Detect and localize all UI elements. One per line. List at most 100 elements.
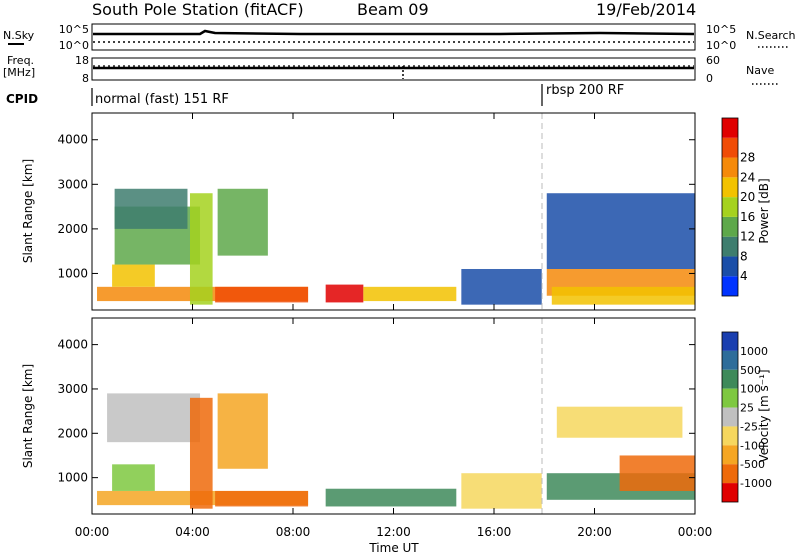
nsearch-tick-top: 10^5 — [706, 23, 736, 36]
colorbar-swatch — [722, 256, 738, 277]
echo-region — [461, 268, 542, 305]
colorbar-swatch — [722, 332, 738, 351]
echo-region — [217, 393, 268, 469]
nsky-tick-bottom: 10^0 — [59, 39, 89, 52]
echo-region — [189, 193, 213, 305]
y-tick-label: 1000 — [57, 471, 88, 485]
colorbar-tick-label: 24 — [740, 170, 755, 184]
freq-tick-top: 18 — [75, 54, 89, 67]
colorbar-swatch — [722, 407, 738, 427]
colorbar-tick-label: -100 — [740, 439, 765, 452]
colorbar-swatch — [722, 369, 738, 389]
colorbar-swatch — [722, 350, 738, 370]
nsky-label: N.Sky — [3, 29, 35, 42]
y-tick-label: 2000 — [57, 222, 88, 236]
colorbar-tick-label: -500 — [740, 458, 765, 471]
freq-label: Freq. — [7, 54, 34, 67]
velocity-y-ticks: 1000 2000 3000 4000 — [57, 338, 695, 485]
colorbar-tick-label: 25 — [740, 402, 754, 415]
beam-title: Beam 09 — [357, 0, 429, 19]
power-panel: 1000 2000 3000 4000 Slant Range [km] 4 8 12 16… — [21, 112, 771, 311]
nsky-tick-top: 10^5 — [59, 23, 89, 36]
power-colorbar-label: Power [dB] — [757, 178, 771, 243]
echo-region — [217, 188, 268, 256]
colorbar-swatch — [722, 236, 738, 257]
colorbar-tick-label: -1000 — [740, 477, 772, 490]
time-tick-label: 12:00 — [376, 525, 411, 539]
nsearch-label: N.Search — [746, 29, 796, 42]
echo-region — [114, 188, 188, 229]
colorbar-swatch — [722, 426, 738, 446]
time-tick-label: 00:00 — [75, 525, 110, 539]
colorbar-swatch — [722, 216, 738, 237]
colorbar-tick-label: 20 — [740, 190, 755, 204]
colorbar-swatch — [722, 276, 738, 296]
echo-region — [215, 490, 309, 507]
time-axis-labels: 00:00 04:00 08:00 12:00 16:00 20:00 00:00 — [75, 525, 713, 539]
nsky-panel — [91, 23, 696, 51]
echo-region — [189, 397, 213, 509]
colorbar-tick-label: 500 — [740, 364, 761, 377]
nave-label: Nave — [746, 64, 774, 77]
colorbar-tick-label: 16 — [740, 210, 755, 224]
power-y-axis-label: Slant Range [km] — [21, 159, 35, 263]
nsearch-tick-bottom: 10^0 — [706, 39, 736, 52]
echo-region — [619, 455, 695, 491]
colorbar-swatch — [722, 157, 738, 178]
cpid-segment-2: rbsp 200 RF — [546, 83, 624, 98]
echo-region — [556, 406, 683, 438]
echo-region — [107, 393, 201, 443]
colorbar-frame — [721, 117, 739, 297]
colorbar-tick-label: 28 — [740, 151, 755, 165]
nave-tick-bottom: 0 — [706, 72, 713, 85]
velocity-y-axis-label: Slant Range [km] — [21, 364, 35, 468]
power-y-ticks: 1000 2000 3000 4000 — [57, 133, 695, 280]
cpid-label: CPID — [6, 92, 38, 106]
echo-region — [363, 286, 457, 302]
colorbar-frame — [721, 331, 739, 503]
velocity-panel: 1000 2000 3000 4000 Slant Range [km] 1000 50… — [21, 317, 772, 515]
cpid-segment-1: normal (fast) 151 RF — [95, 92, 229, 107]
velocity-data-regions — [97, 393, 695, 509]
echo-region — [325, 488, 457, 507]
colorbar-tick-label: -25 — [740, 420, 758, 433]
time-tick-label: 04:00 — [175, 525, 210, 539]
nsky-trace — [93, 29, 695, 36]
colorbar-tick-label: 8 — [740, 249, 748, 263]
velocity-x-ticks — [91, 318, 696, 514]
echo-region — [112, 464, 155, 491]
colorbar-tick-label: 4 — [740, 269, 748, 283]
time-axis-title: Time UT — [368, 541, 419, 554]
echo-region — [461, 473, 542, 509]
echo-region — [546, 193, 695, 269]
y-tick-label: 4000 — [57, 338, 88, 352]
colorbar-swatch — [722, 483, 738, 502]
time-tick-label: 20:00 — [577, 525, 612, 539]
velocity-colorbar: 1000 500 100 25 -25 -100 -500 -1000 — [721, 331, 772, 503]
echo-region — [215, 286, 309, 303]
nave-tick-top: 60 — [706, 54, 720, 67]
power-x-ticks — [91, 113, 696, 310]
colorbar-swatch — [722, 118, 738, 138]
colorbar-swatch — [722, 445, 738, 465]
time-tick-label: 16:00 — [477, 525, 512, 539]
y-tick-label: 3000 — [57, 177, 88, 191]
date-title: 19/Feb/2014 — [596, 0, 696, 19]
colorbar-tick-label: 1000 — [740, 345, 768, 358]
echo-region — [551, 286, 695, 305]
y-tick-label: 3000 — [57, 382, 88, 396]
y-tick-label: 2000 — [57, 426, 88, 440]
colorbar-swatch — [722, 137, 738, 158]
colorbar-tick-label: 12 — [740, 230, 755, 244]
colorbar-swatch — [722, 388, 738, 408]
power-colorbar: 4 8 12 16 20 24 28 — [721, 117, 755, 297]
colorbar-swatch — [722, 197, 738, 217]
freq-tick-bottom: 8 — [82, 72, 89, 85]
freq-unit: [MHz] — [3, 66, 35, 79]
echo-region — [325, 284, 364, 303]
colorbar-swatch — [722, 177, 738, 198]
time-tick-label: 00:00 — [678, 525, 713, 539]
colorbar-tick-label: 100 — [740, 383, 761, 396]
echo-region — [112, 264, 155, 287]
